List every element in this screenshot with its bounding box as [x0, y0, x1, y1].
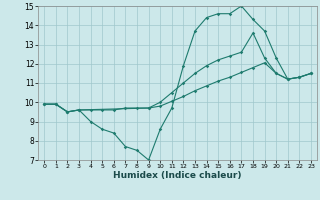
X-axis label: Humidex (Indice chaleur): Humidex (Indice chaleur): [113, 171, 242, 180]
